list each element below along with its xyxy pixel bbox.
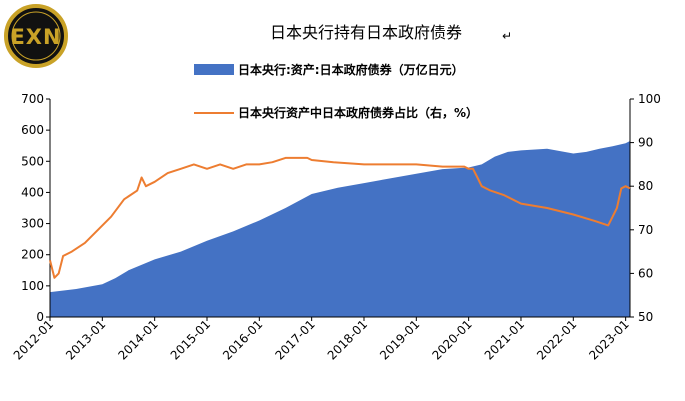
x-tick-label: 2012-01 [11, 317, 56, 362]
x-tick-label: 2022-01 [534, 317, 579, 362]
line-series-layer [49, 156, 631, 279]
left-y-tick-label: 400 [21, 185, 44, 199]
right-y-tick-label: 50 [638, 310, 653, 324]
legend: 日本央行:资产:日本政府债券（万亿日元） 日本央行资产中日本政府债券占比（右，%… [194, 62, 478, 120]
x-tick-label: 2017-01 [272, 317, 317, 362]
x-tick-label: 2014-01 [115, 317, 160, 362]
left-y-tick-label: 100 [21, 279, 44, 293]
legend-label-line: 日本央行资产中日本政府债券占比（右，%） [238, 105, 478, 120]
x-tick-label: 2019-01 [377, 317, 422, 362]
legend-swatch-area [194, 64, 234, 75]
left-y-tick-label: 300 [21, 217, 44, 231]
right-y-tick-label: 100 [638, 92, 661, 106]
x-tick-label: 2020-01 [429, 317, 474, 362]
left-y-tick-label: 0 [36, 310, 44, 324]
x-tick-label: 2021-01 [482, 317, 527, 362]
exn-logo: EXN [4, 4, 68, 68]
x-tick-label: 2018-01 [325, 317, 370, 362]
chart-title: 日本央行持有日本政府债券 [270, 23, 462, 42]
area-series-layer [50, 141, 630, 317]
legend-label-area: 日本央行:资产:日本政府债券（万亿日元） [238, 62, 464, 77]
title-return-mark: ↵ [502, 29, 512, 43]
left-y-tick-label: 600 [21, 123, 44, 137]
right-y-tick-label: 80 [638, 179, 653, 193]
logo-ring [4, 4, 68, 68]
x-tick-label: 2013-01 [63, 317, 108, 362]
x-tick-label: 2016-01 [220, 317, 265, 362]
right-y-tick-label: 90 [638, 136, 653, 150]
logo-text: EXN [10, 25, 61, 49]
x-tick-label: 2023-01 [586, 317, 631, 362]
line-series-jgb-share [49, 156, 631, 279]
left-y-tick-label: 500 [21, 154, 44, 168]
x-tick-label: 2015-01 [168, 317, 213, 362]
area-series-jgb-holdings [50, 141, 630, 317]
logo-inner-ring [11, 11, 61, 61]
left-y-tick-label: 700 [21, 92, 44, 106]
axes [49, 99, 631, 318]
left-y-tick-label: 200 [21, 248, 44, 262]
right-y-tick-label: 60 [638, 266, 653, 280]
right-y-tick-label: 70 [638, 223, 653, 237]
